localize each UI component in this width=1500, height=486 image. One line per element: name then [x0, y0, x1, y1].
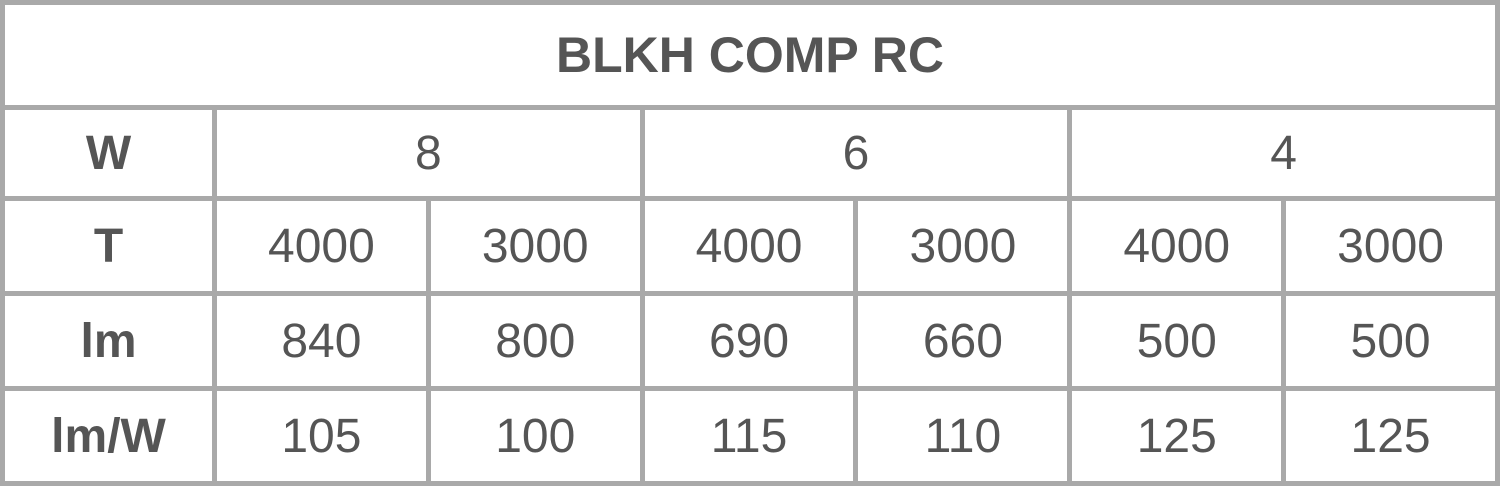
lumen-cell: 800 [430, 296, 640, 386]
watt-cell: 8 [217, 110, 640, 196]
efficacy-cell: 125 [1072, 391, 1282, 481]
table-title: BLKH COMP RC [5, 5, 1495, 105]
efficacy-cell: 105 [217, 391, 426, 481]
temp-cell: 3000 [858, 201, 1068, 291]
temp-cell: 4000 [644, 201, 854, 291]
efficacy-cell: 125 [1286, 391, 1495, 481]
efficacy-cell: 100 [430, 391, 640, 481]
temp-cell: 4000 [1072, 201, 1282, 291]
temp-cell: 4000 [217, 201, 426, 291]
lumen-cell: 500 [1072, 296, 1282, 386]
lumen-cell: 500 [1286, 296, 1495, 386]
temp-cell: 3000 [1286, 201, 1495, 291]
efficacy-cell: 115 [644, 391, 854, 481]
temp-cell: 3000 [430, 201, 640, 291]
watt-cell: 4 [1072, 110, 1495, 196]
efficacy-cell: 110 [858, 391, 1068, 481]
row-label-efficacy: lm/W [5, 391, 212, 481]
lumen-cell: 840 [217, 296, 426, 386]
lumen-cell: 690 [644, 296, 854, 386]
row-label-lumens: lm [5, 296, 212, 386]
row-label-temperature: T [5, 201, 212, 291]
row-label-watts: W [5, 110, 212, 196]
lumen-cell: 660 [858, 296, 1068, 386]
watt-cell: 6 [644, 110, 1068, 196]
